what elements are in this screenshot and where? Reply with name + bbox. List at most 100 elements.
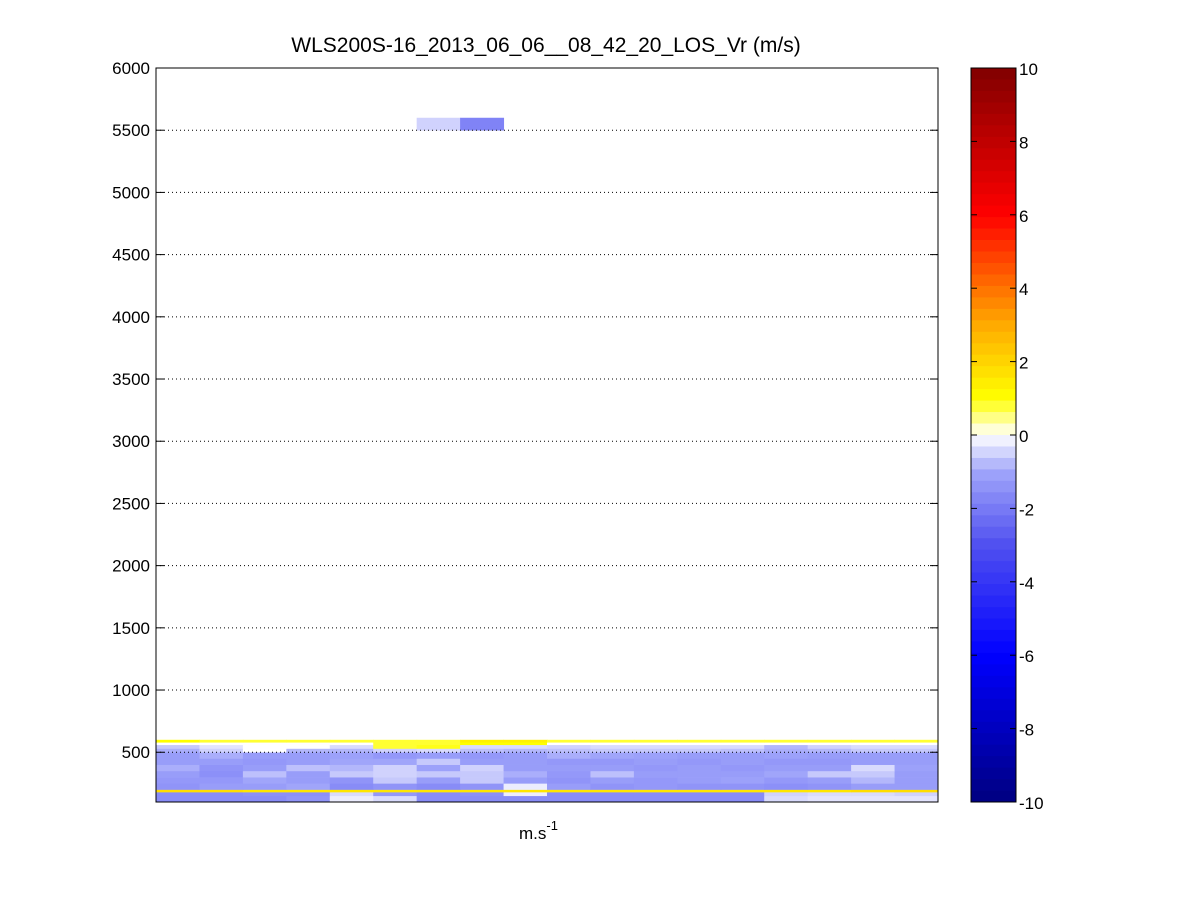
y-tick-label: 500 — [122, 743, 150, 762]
heatmap-cell — [199, 748, 244, 753]
colorbar-step — [971, 423, 1016, 436]
heatmap-cell — [199, 742, 244, 746]
heatmap-cell — [677, 792, 722, 797]
heatmap-cell — [199, 783, 244, 790]
heatmap-cell — [547, 789, 591, 793]
heatmap-cell — [242, 770, 287, 778]
heatmap-cell — [764, 748, 809, 753]
colorbar-step — [971, 354, 1016, 367]
heatmap-cell — [286, 764, 331, 772]
colorbar-step — [971, 549, 1016, 562]
colorbar-step — [971, 136, 1016, 149]
heatmap-cell — [677, 758, 722, 765]
heatmap-cell — [286, 777, 331, 784]
heatmap-cell — [807, 789, 852, 793]
heatmap-cell — [416, 764, 461, 772]
heatmap-cell — [894, 742, 939, 746]
heatmap-cell — [720, 783, 765, 790]
y-tick-label: 5500 — [112, 121, 150, 140]
heatmap-cell — [242, 792, 287, 797]
heatmap-cell — [894, 764, 939, 772]
grid-lines — [156, 129, 938, 753]
colorbar-step — [971, 744, 1016, 757]
heatmap-cell — [242, 789, 287, 793]
y-tick-label: 2500 — [112, 494, 150, 513]
colorbar-step — [971, 102, 1016, 115]
colorbar-step — [971, 595, 1016, 608]
heatmap-cell — [851, 792, 896, 797]
heatmap-cell — [460, 752, 505, 759]
colorbar-step — [971, 320, 1016, 333]
heatmap-cell — [590, 770, 635, 778]
heatmap-cell — [286, 752, 331, 759]
heatmap-cell — [503, 739, 548, 743]
heatmap-cell — [851, 795, 896, 803]
colorbar-step — [971, 343, 1016, 356]
heatmap-cell — [416, 789, 461, 793]
colorbar-tick-label: -10 — [1019, 794, 1044, 813]
heatmap-cell — [242, 748, 287, 753]
heatmap-cell — [242, 752, 287, 759]
y-tick-label: 2000 — [112, 557, 150, 576]
colorbar-step — [971, 125, 1016, 138]
heatmap-cell — [807, 792, 852, 797]
heatmap-cell — [199, 758, 244, 765]
heatmap-cell — [373, 744, 418, 749]
heatmap-cell — [894, 739, 939, 743]
heatmap-cell — [633, 744, 678, 749]
heatmap-cell — [720, 764, 765, 772]
heatmap-cell — [590, 777, 635, 784]
colorbar-step — [971, 159, 1016, 172]
heatmap-cell — [156, 758, 200, 765]
heatmap-cell — [547, 777, 591, 784]
colorbar-step — [971, 721, 1016, 734]
heatmap-cell — [460, 758, 505, 765]
y-tick-label: 4500 — [112, 246, 150, 265]
x-axis-label: m.s-1 — [519, 818, 558, 843]
heatmap-cell — [416, 752, 461, 759]
colorbar-step — [971, 503, 1016, 516]
heatmap-cell — [503, 783, 548, 790]
colorbar-tick-label: 6 — [1019, 207, 1028, 226]
colorbar-step — [971, 90, 1016, 103]
heatmap-cell — [329, 758, 374, 765]
colorbar-step — [971, 182, 1016, 195]
heatmap-cell — [851, 739, 896, 743]
heatmap-cell — [286, 783, 331, 790]
heatmap-cell — [242, 795, 287, 803]
heatmap-cell — [807, 739, 852, 743]
heatmap-cell — [590, 742, 635, 746]
heatmap-cell — [242, 783, 287, 790]
heatmap-cell — [590, 752, 635, 759]
heatmap-cell — [329, 777, 374, 784]
heatmap-cell — [329, 783, 374, 790]
heatmap-cell — [764, 739, 809, 743]
heatmap-cell — [199, 752, 244, 759]
heatmap-cell — [503, 795, 548, 803]
heatmap-cell — [547, 795, 591, 803]
colorbar-step — [971, 607, 1016, 619]
colorbar-step — [971, 767, 1016, 780]
heatmap-cell — [677, 770, 722, 778]
colorbar — [971, 68, 1016, 803]
heatmap-cell — [199, 770, 244, 778]
colorbar-step — [971, 79, 1016, 92]
heatmap-cell — [851, 777, 896, 784]
colorbar-tick-label: -8 — [1019, 721, 1034, 740]
heatmap-cell — [677, 752, 722, 759]
heatmap-cell — [156, 777, 200, 784]
heatmap-cell — [590, 783, 635, 790]
heatmap-cell — [894, 748, 939, 753]
heatmap-cell — [156, 752, 200, 759]
colorbar-step — [971, 400, 1016, 413]
heatmap-cell — [156, 792, 200, 797]
heatmap-cell — [894, 770, 939, 778]
heatmap-cell — [503, 777, 548, 784]
heatmap-cell — [720, 792, 765, 797]
heatmap-cell — [199, 764, 244, 772]
heatmap-cell — [764, 770, 809, 778]
colorbar-tick-label: -2 — [1019, 500, 1034, 519]
heatmap-cell — [199, 739, 244, 743]
colorbar-step — [971, 515, 1016, 528]
